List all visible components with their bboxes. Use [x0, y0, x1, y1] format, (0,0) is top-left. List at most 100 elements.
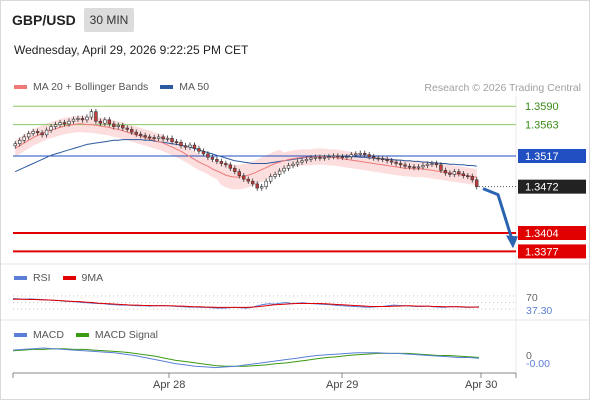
candle-body: [62, 122, 67, 125]
support-label: 1.3404: [525, 228, 559, 240]
candle-body: [219, 161, 224, 164]
bollinger-band: [15, 115, 477, 190]
candle-body: [67, 120, 71, 125]
forecast-arrow: [482, 187, 514, 240]
candle-body: [206, 153, 210, 158]
candle-body: [210, 157, 215, 160]
candle-body: [215, 159, 219, 162]
rsi-line: [12, 298, 480, 309]
candle-body: [121, 125, 125, 129]
candle-body: [268, 176, 273, 182]
rsi-ma-line: [13, 298, 479, 308]
x-tick-label: Apr 28: [153, 379, 185, 391]
candle-body: [103, 119, 107, 124]
candle-body: [327, 156, 331, 158]
candle-body: [425, 163, 430, 166]
candle-body: [363, 152, 367, 155]
candle-body: [376, 157, 380, 160]
candle-body: [282, 167, 286, 172]
last-price-label: 1.3472: [525, 182, 559, 194]
support-tag: [518, 244, 586, 259]
candle-body: [434, 163, 439, 166]
candle-body: [80, 118, 85, 121]
support-label: 1.3377: [525, 246, 559, 258]
candle-body: [116, 125, 120, 127]
candle-body: [286, 165, 291, 169]
ma20-line: [14, 123, 477, 178]
forecast-arrowhead: [506, 235, 518, 249]
candle-body: [331, 155, 336, 158]
timeframe-button[interactable]: 30 MIN: [84, 8, 134, 32]
candle-body: [179, 142, 183, 147]
candle-body: [197, 148, 201, 152]
pivot-label: 1.3517: [525, 151, 559, 163]
legend-macd-signal: MACD Signal: [75, 329, 158, 341]
candle-body: [224, 163, 228, 166]
candle-body: [188, 144, 192, 148]
candle-body: [112, 123, 116, 127]
candle-body: [251, 180, 255, 185]
legend-ma50-label: MA 50: [179, 81, 210, 93]
candle-body: [300, 160, 304, 163]
candle-body: [380, 158, 385, 161]
ma20-swatch: [14, 85, 27, 89]
legend-ma20: MA 20 + Bollinger Bands: [14, 81, 148, 93]
candle-body: [192, 144, 197, 149]
candle-body: [443, 169, 448, 174]
candle-body: [461, 173, 466, 177]
ma50-line: [14, 139, 477, 173]
candle-body: [71, 118, 76, 122]
candle-body: [237, 171, 241, 177]
legend-rsi: RSI: [14, 272, 51, 284]
last-price-tag: [518, 179, 586, 194]
macd-value-label: -0.00: [526, 358, 550, 370]
candle-body: [372, 156, 376, 159]
candle-body: [94, 111, 98, 122]
rsi-legend: RSI 9MA: [14, 272, 115, 284]
candle-body: [22, 136, 26, 141]
candle-body: [475, 179, 479, 187]
candle-body: [13, 143, 17, 147]
legend-macd-label: MACD: [33, 329, 64, 341]
candle-body: [358, 152, 362, 155]
candle-body: [398, 163, 403, 166]
legend-ma20-label: MA 20 + Bollinger Bands: [33, 81, 149, 93]
candle-body: [313, 157, 318, 159]
macd-legend: MACD MACD Signal: [14, 329, 170, 341]
candle-body: [49, 126, 53, 131]
candle-body: [40, 132, 44, 136]
candle-body: [85, 116, 89, 121]
candle-body: [183, 145, 188, 148]
macd-line: [12, 347, 480, 369]
candle-body: [143, 135, 147, 138]
candle-body: [259, 186, 264, 189]
legend-rsi-ma: 9MA: [62, 272, 103, 284]
candle-body: [345, 156, 349, 158]
candle-body: [76, 118, 80, 120]
candle-body: [322, 157, 327, 159]
resistance-label: 1.3590: [525, 101, 559, 113]
candle-body: [264, 180, 268, 187]
ma50-swatch: [160, 85, 174, 89]
candle-body: [273, 174, 277, 177]
candle-body: [304, 159, 309, 162]
resistance-label: 1.3563: [525, 120, 559, 132]
candle-body: [233, 167, 237, 172]
candle-body: [53, 124, 58, 127]
candle-body: [291, 163, 295, 166]
candle-body: [340, 156, 345, 158]
rsi-ma-swatch: [62, 276, 76, 280]
candle-body: [470, 176, 474, 181]
candle-body: [31, 131, 35, 134]
candle-body: [147, 136, 152, 139]
candle-body: [165, 137, 170, 140]
candle-body: [466, 175, 470, 178]
candle-body: [452, 171, 457, 175]
symbol-title: GBP/USD: [12, 12, 76, 28]
candle-body: [295, 161, 300, 165]
candle-body: [421, 165, 425, 168]
candle-body: [336, 155, 340, 158]
candle-body: [430, 163, 434, 165]
candle-body: [394, 161, 398, 164]
